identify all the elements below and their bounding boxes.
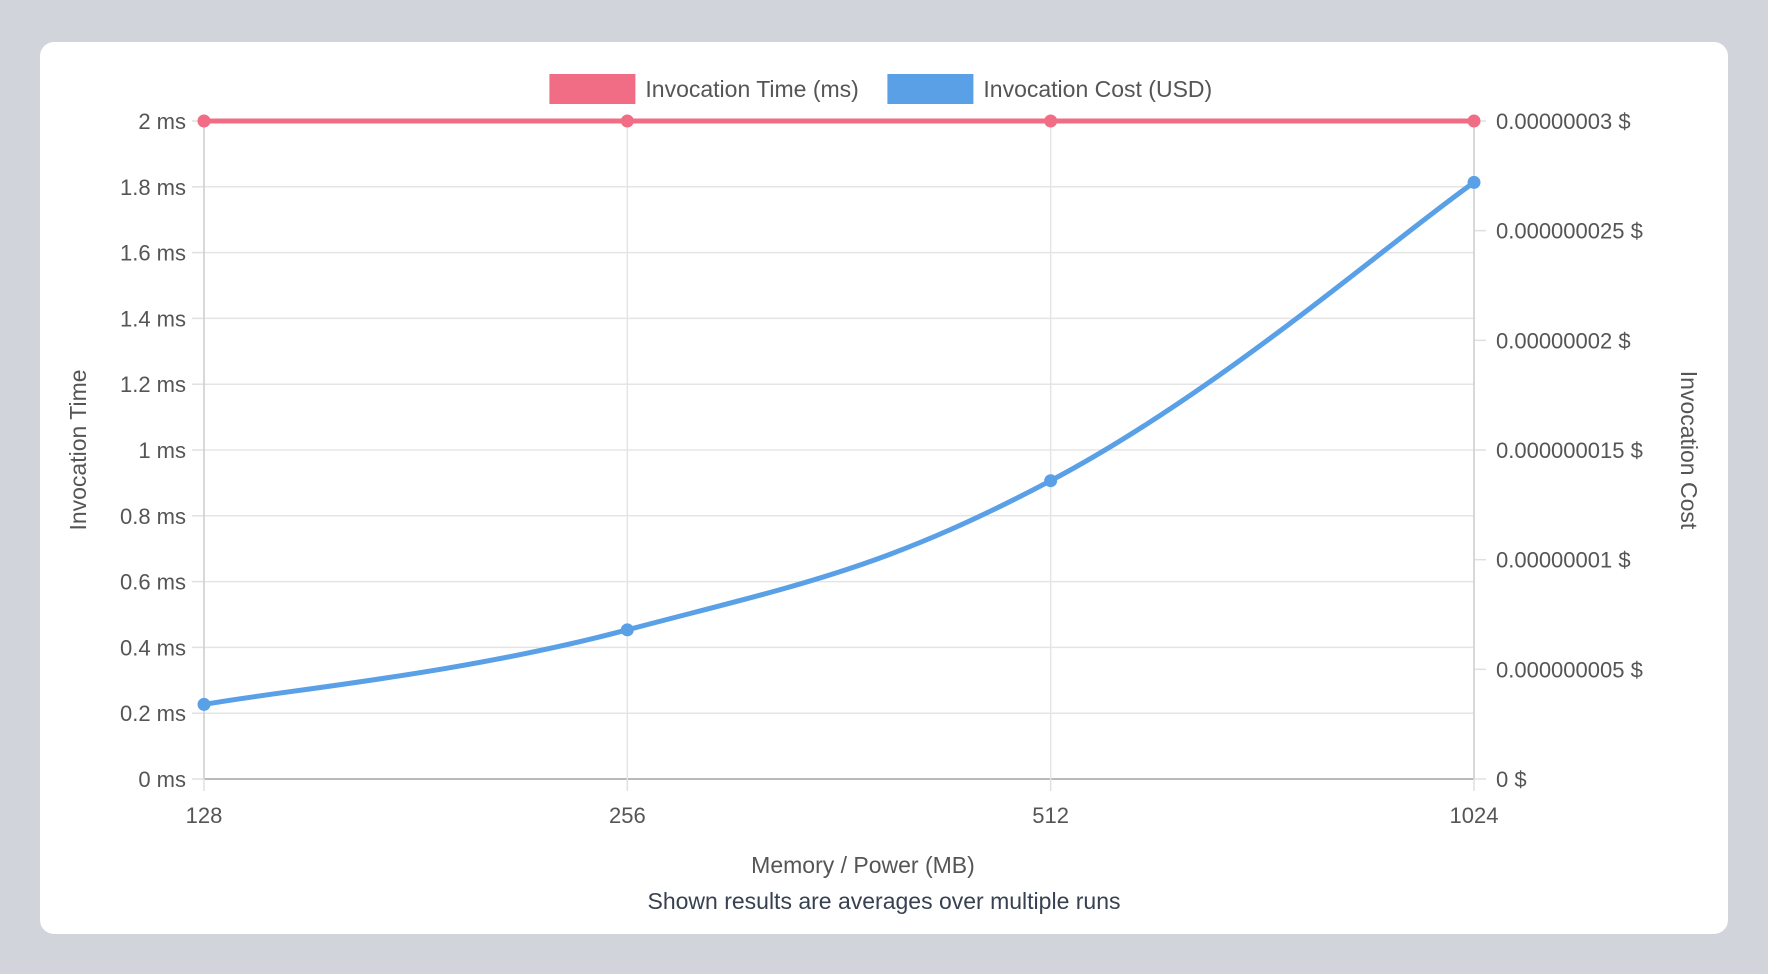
- legend: Invocation Time (ms) Invocation Cost (USD…: [549, 74, 1212, 104]
- left-tick-label: 0 ms: [138, 767, 186, 792]
- data-point[interactable]: [1044, 114, 1058, 128]
- left-tick-label: 0.2 ms: [120, 701, 186, 726]
- data-point[interactable]: [620, 114, 634, 128]
- left-tick-label: 1.2 ms: [120, 372, 186, 397]
- legend-swatch[interactable]: [549, 74, 636, 104]
- left-tick-label: 1.4 ms: [120, 306, 186, 331]
- axes: 0 ms 0.2 ms 0.4 ms 0.6 ms 0.8 ms 1 ms 1.2 ms 1.…: [65, 109, 1702, 878]
- grid: [203, 120, 1475, 780]
- left-tick-label: 1 ms: [138, 438, 186, 463]
- left-tick-label: 0.6 ms: [120, 570, 186, 595]
- left-tick-label: 2 ms: [138, 109, 186, 134]
- series: [197, 114, 1481, 711]
- right-tick-label: 0.000000005 $: [1496, 657, 1643, 682]
- series-line-1: [201, 179, 1477, 707]
- x-tick-label: 512: [1032, 803, 1069, 828]
- right-tick-label: 0.00000003 $: [1496, 109, 1631, 134]
- footnote: Shown results are averages over multiple…: [647, 888, 1121, 914]
- x-tick-label: 128: [186, 803, 223, 828]
- right-axis-title: Invocation Cost: [1676, 371, 1702, 530]
- data-point[interactable]: [620, 623, 634, 637]
- right-tick-label: 0 $: [1496, 767, 1527, 792]
- x-axis-title: Memory / Power (MB): [751, 852, 975, 878]
- left-tick-label: 1.6 ms: [120, 241, 186, 266]
- left-tick-label: 0.8 ms: [120, 504, 186, 529]
- legend-label[interactable]: Invocation Time (ms): [645, 76, 858, 102]
- data-point[interactable]: [1467, 175, 1481, 189]
- left-tick-label: 1.8 ms: [120, 175, 186, 200]
- chart-card: [40, 42, 1728, 934]
- data-point[interactable]: [197, 114, 211, 128]
- right-tick-label: 0.00000001 $: [1496, 548, 1631, 573]
- legend-label[interactable]: Invocation Cost (USD): [983, 76, 1212, 102]
- left-axis-title: Invocation Time: [65, 369, 91, 530]
- right-tick-label: 0.00000002 $: [1496, 328, 1631, 353]
- legend-swatch[interactable]: [887, 74, 974, 104]
- right-tick-label: 0.000000015 $: [1496, 438, 1643, 463]
- x-tick-label: 1024: [1450, 803, 1499, 828]
- x-tick-label: 256: [609, 803, 646, 828]
- data-point[interactable]: [1467, 114, 1481, 128]
- left-tick-label: 0.4 ms: [120, 635, 186, 660]
- data-point[interactable]: [197, 697, 211, 711]
- data-point[interactable]: [1044, 474, 1058, 488]
- right-tick-label: 0.000000025 $: [1496, 219, 1643, 244]
